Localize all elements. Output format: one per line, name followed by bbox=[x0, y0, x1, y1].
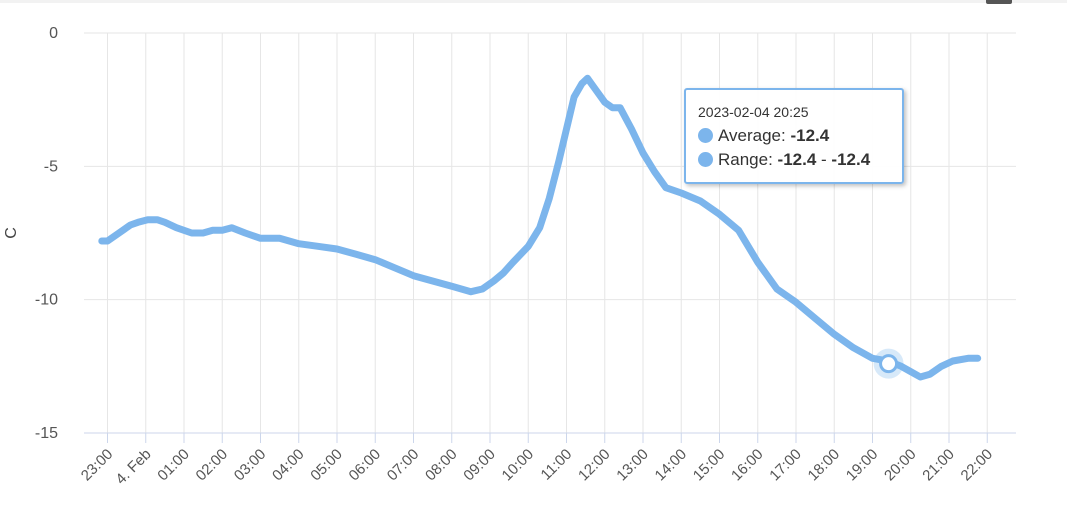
x-tick-label: 08:00 bbox=[422, 446, 461, 485]
tooltip-range-label: Range: bbox=[718, 150, 778, 169]
x-tick-label: 20:00 bbox=[881, 446, 920, 485]
tooltip-range-row: Range: -12.4 - -12.4 bbox=[698, 150, 870, 170]
x-tick-label: 19:00 bbox=[843, 446, 882, 485]
x-axis-labels: 23:004. Feb 01:00 02:00 03:00 04:00 05:00 06:0… bbox=[78, 446, 996, 488]
x-tick-label: 14:00 bbox=[652, 446, 691, 485]
y-tick-label: -15 bbox=[35, 425, 58, 442]
menu-button[interactable] bbox=[986, 0, 1012, 4]
x-tick-label: 12:00 bbox=[575, 446, 614, 485]
marker-point bbox=[879, 354, 899, 374]
tooltip-range-low: -12.4 bbox=[777, 150, 817, 169]
top-strip bbox=[0, 0, 1067, 3]
tooltip-range-separator: - bbox=[816, 150, 832, 169]
x-tick-label: 22:00 bbox=[958, 446, 997, 485]
tooltip-average-label: Average: bbox=[718, 126, 791, 145]
x-tick-label: 05:00 bbox=[307, 446, 346, 485]
x-tick-label: 01:00 bbox=[154, 446, 193, 485]
x-tick-label: 17:00 bbox=[766, 446, 805, 485]
x-tick-label: 06:00 bbox=[346, 446, 385, 485]
x-tick-label: 11:00 bbox=[538, 446, 576, 484]
series-line bbox=[98, 74, 982, 381]
y-axis-title: C bbox=[3, 227, 20, 239]
tooltip-average-value: -12.4 bbox=[790, 126, 830, 145]
x-tick-label: 13:00 bbox=[613, 446, 652, 485]
tooltip-date: 2023-02-04 20:25 bbox=[698, 104, 809, 120]
x-tick-label: 09:00 bbox=[460, 446, 499, 485]
series bbox=[98, 74, 982, 381]
tooltip: 2023-02-04 20:25 Average: -12.4 Range: -… bbox=[684, 88, 904, 184]
x-tick-label: 15:00 bbox=[690, 446, 729, 485]
x-tick-label: 16:00 bbox=[728, 446, 767, 485]
x-tick-label: 10:00 bbox=[499, 446, 538, 485]
series-dot-icon bbox=[698, 128, 713, 143]
y-tick-label: -5 bbox=[44, 158, 58, 175]
series-dot-icon bbox=[698, 152, 713, 167]
x-tick-label: 21:00 bbox=[919, 446, 958, 485]
x-tick-label: 04:00 bbox=[269, 446, 308, 485]
tooltip-average-row: Average: -12.4 bbox=[698, 126, 829, 146]
y-tick-label: -10 bbox=[35, 292, 58, 309]
x-tick-label: 18:00 bbox=[805, 446, 844, 485]
x-tick-label: 02:00 bbox=[193, 446, 232, 485]
hover-marker bbox=[873, 348, 904, 379]
y-tick-label: 0 bbox=[49, 25, 58, 42]
tooltip-range-high: -12.4 bbox=[831, 150, 871, 169]
y-axis-labels: 0 -5 -10 -15 bbox=[35, 25, 58, 442]
x-tick-label: 03:00 bbox=[231, 446, 270, 485]
x-tick-label: 07:00 bbox=[384, 446, 423, 485]
x-tick-label: 23:00 bbox=[78, 446, 117, 485]
x-tick-label: 4. Feb bbox=[112, 446, 154, 488]
